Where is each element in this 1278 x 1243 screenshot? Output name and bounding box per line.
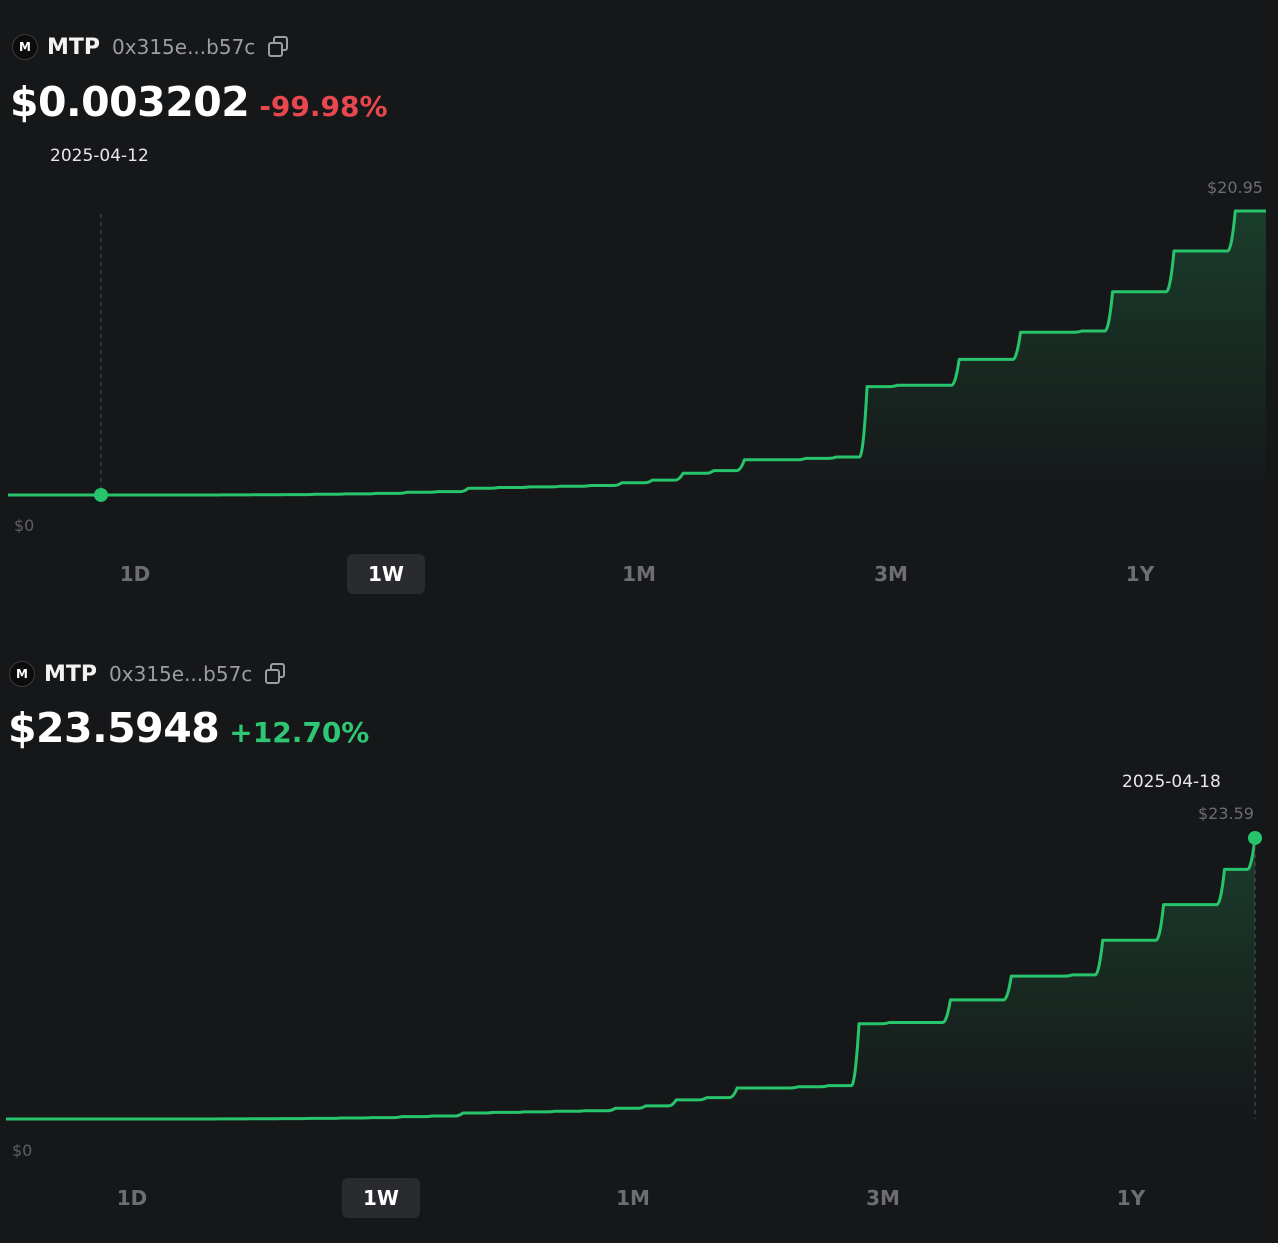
time-range-selector: 1D 1W 1M 3M 1Y <box>0 554 1278 598</box>
price-row: $23.5948 +12.70% <box>8 704 369 752</box>
price-series-line <box>6 837 1257 1121</box>
min-price-label: $0 <box>14 516 35 535</box>
hover-date-label: 2025-04-18 <box>1122 772 1221 792</box>
range-1y-button[interactable]: 1Y <box>1116 1186 1146 1210</box>
copy-icon[interactable] <box>263 661 289 687</box>
token-symbol: MTP <box>47 34 101 60</box>
price-area-fill <box>6 837 1255 1119</box>
max-price-label: $23.59 <box>1198 804 1254 823</box>
chart-panel-2: M MTP 0x315e...b57c $23.5948 +12.70% 202… <box>0 632 1278 1243</box>
current-price: $23.5948 <box>8 704 220 752</box>
price-area-fill <box>8 211 1266 495</box>
copy-icon[interactable] <box>266 34 292 60</box>
contract-address: 0x315e...b57c <box>109 662 253 686</box>
hover-date-label: 2025-04-12 <box>50 146 149 166</box>
max-price-label: $20.95 <box>1207 178 1263 197</box>
range-3m-button[interactable]: 3M <box>874 562 908 586</box>
price-row: $0.003202 -99.98% <box>10 78 388 126</box>
range-1m-button[interactable]: 1M <box>622 562 656 586</box>
chart-panel-1: M MTP 0x315e...b57c $0.003202 -99.98% 20… <box>0 0 1278 598</box>
token-symbol: MTP <box>44 661 98 687</box>
price-line-chart[interactable] <box>0 632 1278 1162</box>
range-1m-button[interactable]: 1M <box>616 1186 650 1210</box>
hover-point-marker <box>1248 830 1262 845</box>
time-range-selector: 1D 1W 1M 3M 1Y <box>0 1178 1278 1222</box>
token-logo-icon: M <box>9 661 35 687</box>
price-line-chart[interactable] <box>0 0 1278 540</box>
current-price: $0.003202 <box>10 78 250 126</box>
price-change: +12.70% <box>229 716 370 749</box>
token-header: M MTP 0x315e...b57c <box>12 34 292 60</box>
price-change: -99.98% <box>259 90 388 123</box>
contract-address: 0x315e...b57c <box>112 35 256 59</box>
price-series-line <box>8 209 1266 497</box>
range-1d-button[interactable]: 1D <box>119 562 151 586</box>
token-header: M MTP 0x315e...b57c <box>9 661 289 687</box>
range-3m-button[interactable]: 3M <box>866 1186 900 1210</box>
range-1w-button[interactable]: 1W <box>347 554 425 594</box>
range-1y-button[interactable]: 1Y <box>1125 562 1155 586</box>
min-price-label: $0 <box>12 1141 33 1160</box>
hover-point-marker <box>94 487 108 502</box>
token-logo-icon: M <box>12 34 38 60</box>
range-1w-button[interactable]: 1W <box>342 1178 420 1218</box>
range-1d-button[interactable]: 1D <box>116 1186 148 1210</box>
